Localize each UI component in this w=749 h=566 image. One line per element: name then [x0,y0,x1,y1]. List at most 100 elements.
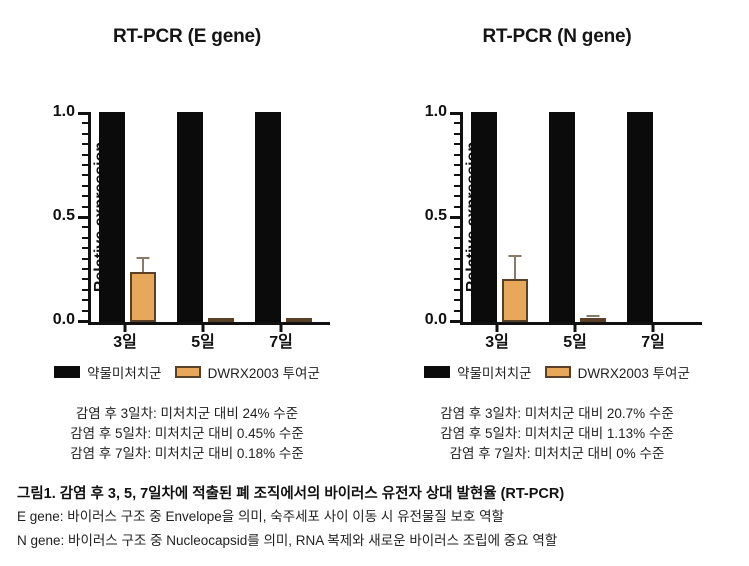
panel-n-gene: RT-PCR (N gene) 1.0 0.5 0.0 [370,0,744,478]
y-tick-major-0 [450,320,460,323]
annotation-day7: 감염 후 7일차: 미처치군 대비 0% 수준 [449,446,665,461]
error-cap-day3 [508,254,522,257]
y-tick-minor [82,122,88,125]
y-tick-minor [454,164,460,166]
bar-control-day3 [471,112,497,322]
caption-block: 그림1. 감염 후 3, 5, 7일차에 적출된 폐 조직에서의 바이러스 유전… [17,483,732,553]
legend-label-treated: DWRX2003 투여군 [577,366,690,381]
legend-n-gene: 약물미처치군 DWRX2003 투여군 [370,362,744,382]
y-tick-minor [82,299,88,302]
error-bar-day3 [514,256,516,279]
y-tick-minor [82,236,88,239]
x-tick-day5 [573,325,577,332]
x-axis-line [88,322,330,325]
annotation-day5: 감염 후 5일차: 미처치군 대비 1.13% 수준 [440,426,674,441]
y-tick-minor [454,268,460,270]
y-tick-minor [82,143,88,146]
y-tick-minor [454,247,460,250]
x-tick-day7 [279,325,283,332]
plot-area-n-gene: 1.0 0.5 0.0 Relative expression [425,103,702,351]
y-tick-minor [82,226,88,229]
bar-control-day7 [255,112,281,322]
bar-treated-day3 [130,271,156,322]
y-tick-minor [454,278,460,281]
error-cap-day3 [136,257,150,259]
y-axis-line [88,112,91,322]
y-tick-minor [82,132,88,135]
y-tick-minor [454,184,460,187]
y-tick-minor [454,132,460,135]
y-tick-minor [454,288,460,291]
y-tick-minor [454,309,460,312]
y-tick-label-05: 0.5 [424,207,447,224]
legend-entry-control: 약물미처치군 [424,362,532,382]
x-tick-day5 [201,325,205,332]
figure-area: RT-PCR (E gene) 1.0 0.5 0.0 [0,0,744,478]
legend-label-control: 약물미처치군 [87,366,162,381]
x-tick-label-day7: 7일 [269,334,293,351]
annotation-day3: 감염 후 3일차: 미처치군 대비 24% 수준 [75,406,299,421]
y-tick-minor [454,257,460,260]
x-tick-label-day7: 7일 [641,334,665,351]
y-tick-minor [82,205,88,208]
y-tick-minor [82,174,88,177]
legend-swatch-orange-icon [174,366,201,378]
panel-e-gene: RT-PCR (E gene) 1.0 0.5 0.0 [0,0,374,478]
figure-caption: 그림1. 감염 후 3, 5, 7일차에 적출된 폐 조직에서의 바이러스 유전… [17,486,565,502]
legend-label-control: 약물미처치군 [457,366,532,381]
y-tick-minor [454,299,460,302]
bar-treated-day5 [208,318,234,322]
legend-swatch-orange-icon [544,366,571,378]
y-tick-minor [454,143,460,146]
y-tick-major-0 [78,320,88,323]
x-tick-day3 [123,325,127,332]
y-tick-minor [454,153,460,156]
y-tick-minor [454,236,460,239]
annotations-n-gene: 감염 후 3일차: 미처치군 대비 20.7% 수준 감염 후 5일차: 미처치… [370,404,744,464]
y-tick-minor [454,195,460,198]
y-tick-label-1: 1.0 [52,103,75,120]
y-axis-line [460,112,463,322]
y-tick-label-1: 1.0 [424,103,447,120]
annotation-day5: 감염 후 5일차: 미처치군 대비 0.45% 수준 [70,426,304,441]
plot-area-e-gene: 1.0 0.5 0.0 Relative expression [53,103,330,351]
annotation-day3: 감염 후 3일차: 미처치군 대비 20.7% 수준 [440,406,674,421]
y-tick-minor [82,278,88,281]
y-tick-major-1 [78,112,88,115]
error-bar-day3 [142,259,144,272]
annotations-e-gene: 감염 후 3일차: 미처치군 대비 24% 수준 감염 후 5일차: 미처치군 … [0,404,374,464]
y-tick-label-05: 0.5 [52,207,75,224]
y-tick-minor [82,184,88,187]
legend-e-gene: 약물미처치군 DWRX2003 투여군 [0,362,374,382]
annotation-day7: 감염 후 7일차: 미처치군 대비 0.18% 수준 [70,446,304,461]
bar-control-day3 [99,112,125,322]
legend-swatch-black-icon [424,366,451,378]
caption-note-n-gene: N gene: 바이러스 구조 중 Nucleocapsid를 의미, RNA … [17,533,558,548]
panel-title-e-gene: RT-PCR (E gene) [113,26,261,47]
y-tick-major-05 [450,216,460,219]
error-cap-day5 [586,314,600,317]
caption-note-e-gene: E gene: 바이러스 구조 중 Envelope을 의미, 숙주세포 사이 … [17,509,504,524]
legend-entry-treated: DWRX2003 투여군 [544,362,690,382]
legend-entry-treated: DWRX2003 투여군 [174,362,320,382]
legend-swatch-black-icon [54,366,81,378]
y-tick-minor [82,247,88,250]
legend-label-treated: DWRX2003 투여군 [207,366,320,381]
bar-control-day7 [627,112,653,322]
bar-treated-day5 [580,318,606,322]
x-tick-day3 [495,325,499,332]
x-tick-label-day5: 5일 [191,334,215,351]
y-tick-minor [454,226,460,229]
y-tick-minor [82,309,88,312]
y-tick-major-1 [450,112,460,115]
x-tick-label-day5: 5일 [563,334,587,351]
y-tick-label-0: 0.0 [52,311,75,328]
y-tick-minor [454,205,460,208]
panel-title-n-gene: RT-PCR (N gene) [482,26,632,47]
y-tick-minor [82,257,88,260]
y-tick-minor [454,174,460,177]
y-tick-minor [82,164,88,166]
bar-treated-day3 [502,278,528,322]
y-tick-minor [82,195,88,198]
x-tick-day7 [651,325,655,332]
